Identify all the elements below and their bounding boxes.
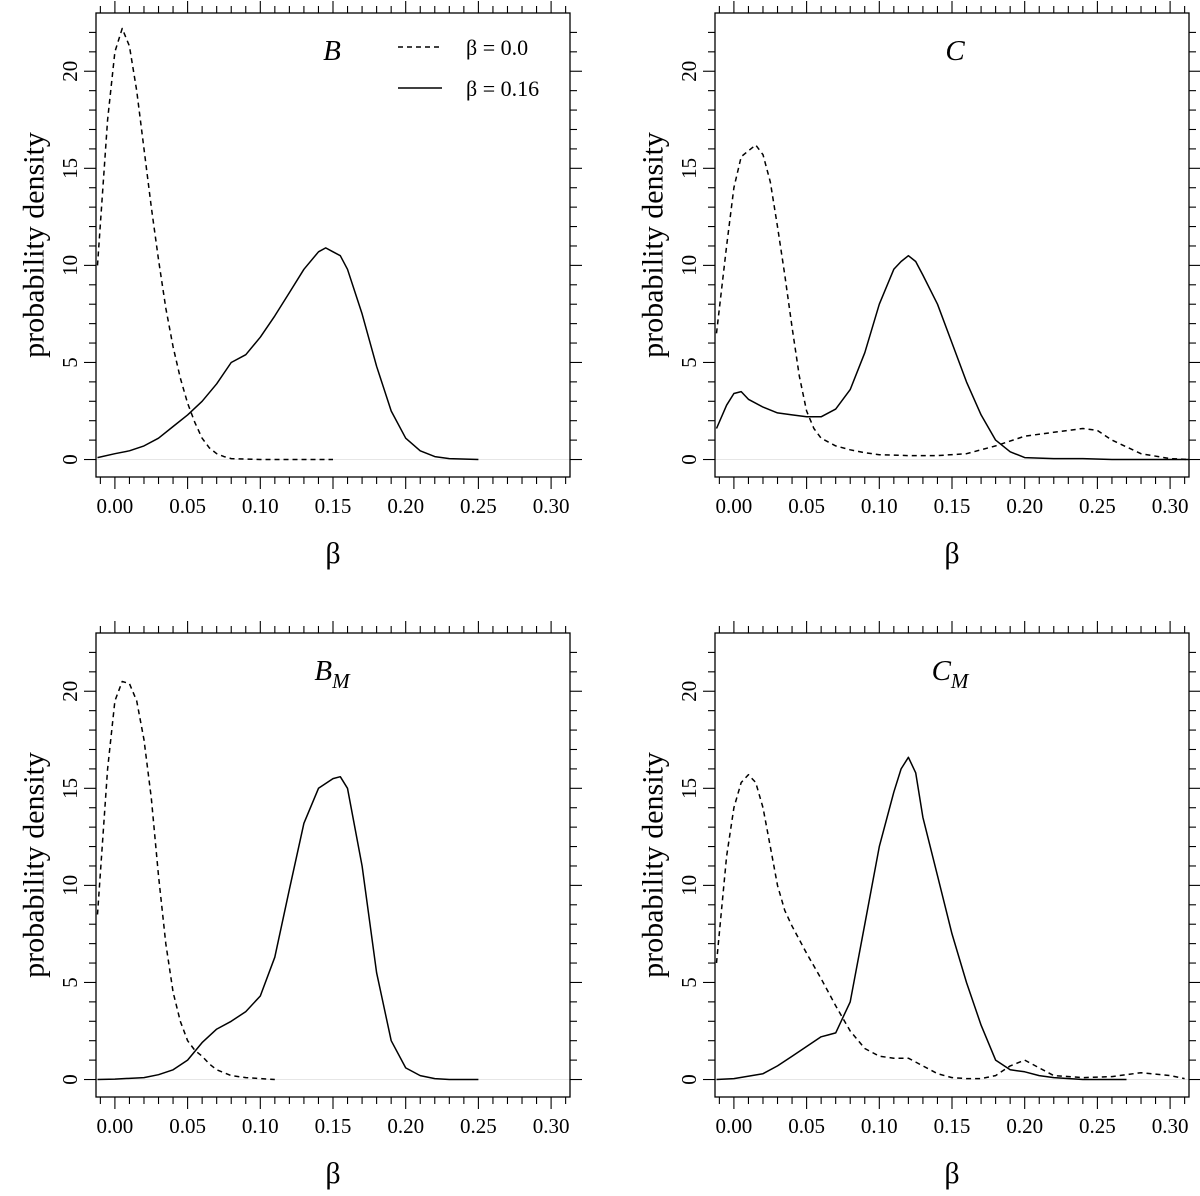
y-tick-label: 10: [677, 875, 701, 896]
x-tick-label: 0.20: [387, 494, 424, 518]
y-tick-label: 0: [677, 1074, 701, 1085]
y-tick-label: 20: [677, 61, 701, 82]
y-tick-label: 0: [58, 454, 82, 465]
density-curve-beta-0.16: [97, 775, 479, 1081]
x-tick-label: 0.10: [861, 1114, 898, 1138]
x-tick-label: 0.05: [169, 494, 206, 518]
x-tick-label: 0.25: [460, 1114, 497, 1138]
plot-frame: [714, 12, 1190, 478]
y-tick-label: 10: [677, 255, 701, 276]
x-tick-label: 0.10: [861, 494, 898, 518]
y-axis-label: probability density: [18, 132, 51, 358]
x-tick-label: 0.25: [1079, 494, 1116, 518]
y-tick-label: 20: [677, 681, 701, 702]
x-tick-label: 0.30: [533, 1114, 570, 1138]
legend: β = 0.0 β = 0.16: [398, 35, 539, 101]
density-curve-beta-0.0: [715, 144, 1190, 461]
y-tick-label: 5: [677, 357, 701, 368]
density-curve-beta-0.16: [716, 756, 1127, 1081]
y-axis-label: probability density: [637, 132, 670, 358]
y-tick-label: 15: [677, 778, 701, 799]
y-tick-label: 10: [58, 255, 82, 276]
x-tick-label: 0.25: [1079, 1114, 1116, 1138]
y-tick-label: 10: [58, 875, 82, 896]
y-tick-label: 0: [58, 1074, 82, 1085]
y-tick-label: 20: [58, 681, 82, 702]
panel-title: BM: [314, 655, 351, 693]
density-curve-beta-0.0: [96, 680, 275, 1081]
plot-frame: [714, 632, 1190, 1098]
y-tick-label: 15: [58, 778, 82, 799]
panel-2: 0.00 0.05 0.10 0.15 0.20 0.25 0.30 0 5 10 15 20 β pro…: [637, 1, 1200, 570]
legend-label: β = 0.0: [466, 35, 528, 60]
x-tick-label: 0.10: [242, 1114, 279, 1138]
x-tick-label: 0.00: [716, 1114, 753, 1138]
y-tick-label: 0: [677, 454, 701, 465]
x-tick-label: 0.15: [315, 494, 352, 518]
density-curve-beta-0.0: [96, 27, 333, 461]
x-tick-label: 0.05: [788, 494, 825, 518]
panel-title: B: [323, 35, 341, 67]
x-tick-label: 0.05: [169, 1114, 206, 1138]
density-curve-beta-0.16: [97, 247, 479, 461]
y-tick-label: 15: [677, 158, 701, 179]
x-tick-label: 0.00: [97, 494, 134, 518]
y-tick-label: 5: [58, 357, 82, 368]
density-curve-beta-0.0: [715, 773, 1185, 1080]
panel-3: 0.00 0.05 0.10 0.15 0.20 0.25 0.30 0 5 10 15 20 β pro…: [18, 621, 582, 1190]
x-tick-label: 0.10: [242, 494, 279, 518]
x-tick-label: 0.20: [1006, 1114, 1043, 1138]
y-tick-label: 15: [58, 158, 82, 179]
plot-frame: [95, 632, 571, 1098]
density-curve-beta-0.16: [715, 254, 1189, 461]
x-tick-label: 0.25: [460, 494, 497, 518]
x-axis-label: β: [944, 537, 959, 570]
y-tick-label: 5: [58, 977, 82, 988]
x-axis-label: β: [325, 537, 340, 570]
x-tick-label: 0.20: [387, 1114, 424, 1138]
x-tick-label: 0.30: [533, 494, 570, 518]
panel-title: CM: [932, 655, 970, 693]
x-tick-label: 0.15: [934, 1114, 971, 1138]
x-axis-label: β: [325, 1157, 340, 1190]
y-tick-label: 5: [677, 977, 701, 988]
panel-title: C: [945, 35, 965, 67]
x-tick-label: 0.30: [1152, 494, 1189, 518]
panel-1: 0.00 0.05 0.10 0.15 0.20 0.25 0.30 0 5 10 15 20 β pro…: [18, 1, 582, 570]
legend-label: β = 0.16: [466, 76, 539, 101]
x-axis-label: β: [944, 1157, 959, 1190]
y-axis-label: probability density: [637, 752, 670, 978]
y-tick-label: 20: [58, 61, 82, 82]
x-tick-label: 0.00: [716, 494, 753, 518]
x-tick-label: 0.15: [315, 1114, 352, 1138]
panel-4: 0.00 0.05 0.10 0.15 0.20 0.25 0.30 0 5 10 15 20 β pro…: [637, 621, 1200, 1190]
y-axis-label: probability density: [18, 752, 51, 978]
x-tick-label: 0.00: [97, 1114, 134, 1138]
x-tick-label: 0.20: [1006, 494, 1043, 518]
x-tick-label: 0.30: [1152, 1114, 1189, 1138]
x-tick-label: 0.05: [788, 1114, 825, 1138]
x-tick-label: 0.15: [934, 494, 971, 518]
